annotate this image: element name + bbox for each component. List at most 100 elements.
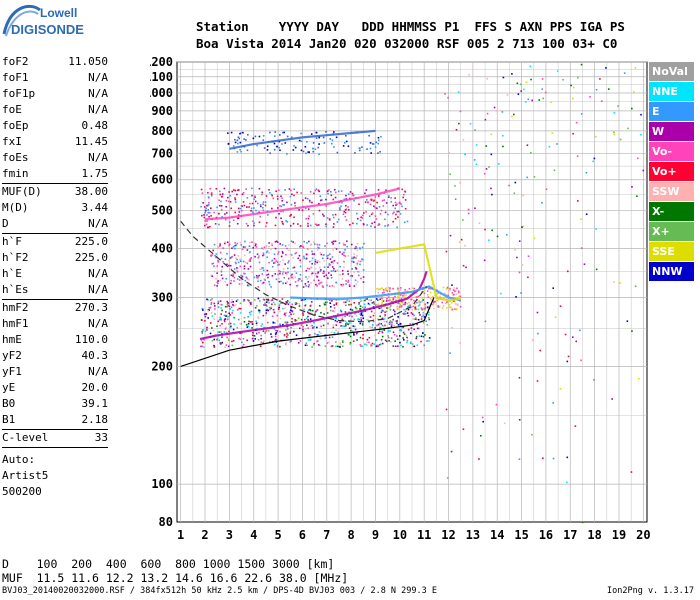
echo-point <box>367 201 369 204</box>
echo-point <box>283 313 286 316</box>
echo-point <box>220 269 223 271</box>
echo-point <box>288 315 291 317</box>
echo-point <box>319 282 321 284</box>
echo-point <box>223 242 226 245</box>
echo-point <box>479 434 482 437</box>
echo-point <box>428 337 431 339</box>
echo-point <box>209 322 212 324</box>
echo-point <box>428 311 430 314</box>
echo-point <box>259 345 262 348</box>
echo-point <box>372 143 375 145</box>
echo-point <box>467 212 470 215</box>
echo-point <box>285 253 287 256</box>
echo-point <box>400 344 402 347</box>
muf-distance-row: D 100 200 400 600 800 1000 1500 3000 [km… <box>2 557 335 571</box>
y-tick-label: 700 <box>151 147 173 161</box>
echo-point <box>342 284 345 287</box>
echo-point <box>351 315 353 318</box>
param-row: h`F2 225.0 <box>2 250 108 266</box>
echo-point <box>341 325 344 327</box>
echo-point <box>358 318 360 321</box>
echo-point <box>323 260 326 262</box>
echo-point <box>416 301 418 304</box>
echo-point <box>626 320 629 322</box>
echo-point <box>276 314 279 317</box>
echo-point <box>550 101 553 104</box>
echo-point <box>262 342 264 344</box>
echo-point <box>347 273 350 275</box>
echo-point <box>613 133 616 136</box>
legend-item: SSE <box>649 242 694 261</box>
echo-point <box>387 336 390 339</box>
echo-point <box>293 145 295 147</box>
echo-point <box>394 340 396 342</box>
echo-point <box>401 188 404 191</box>
echo-point <box>274 303 276 306</box>
echo-point <box>370 213 373 216</box>
echo-point <box>300 149 303 152</box>
param-value: N/A <box>88 151 108 164</box>
echo-point <box>286 273 288 276</box>
echo-point <box>294 303 297 306</box>
echo-point <box>265 312 268 314</box>
echo-point <box>304 145 307 148</box>
echo-point <box>350 243 353 246</box>
logo-bottom-text: DIGISONDE <box>11 22 84 37</box>
echo-point <box>316 243 319 246</box>
echo-point <box>236 139 239 142</box>
echo-point <box>381 287 383 289</box>
echo-point <box>448 152 451 154</box>
echo-point <box>270 336 273 338</box>
echo-point <box>345 140 348 143</box>
echo-point <box>282 252 284 254</box>
echo-point <box>378 322 381 325</box>
echo-point <box>457 291 460 294</box>
param-name: yF1 <box>2 365 22 378</box>
echo-point <box>402 345 404 348</box>
echo-point <box>286 280 289 283</box>
echo-point <box>331 139 334 142</box>
echo-point <box>260 325 263 327</box>
echo-point <box>262 209 265 212</box>
echo-point <box>328 336 331 339</box>
echo-point <box>330 261 333 264</box>
echo-point <box>289 311 291 314</box>
echo-point <box>275 339 278 342</box>
echo-point <box>249 251 251 253</box>
echo-point <box>388 288 391 291</box>
echo-point <box>383 320 386 323</box>
param-name: yE <box>2 381 16 394</box>
echo-point <box>260 337 262 340</box>
echo-point <box>333 216 335 219</box>
echo-point <box>219 300 222 302</box>
echo-point <box>308 268 311 270</box>
echo-point <box>278 280 281 283</box>
echo-point <box>286 135 289 138</box>
echo-point <box>303 255 305 258</box>
echo-point <box>445 250 448 253</box>
echo-point <box>276 145 278 148</box>
echo-point <box>359 247 361 249</box>
echo-point <box>282 307 284 310</box>
param-name: B0 <box>2 397 16 410</box>
echo-point <box>381 331 384 334</box>
echo-point <box>231 298 233 301</box>
echo-point <box>218 199 221 202</box>
x-tick-label: 13 <box>466 528 480 542</box>
echo-point <box>243 320 246 323</box>
echo-point <box>452 300 455 303</box>
echo-point <box>366 224 369 226</box>
echo-point <box>364 298 367 300</box>
echo-point <box>385 340 388 343</box>
echo-point <box>344 320 347 323</box>
echo-point <box>265 298 268 301</box>
echo-point <box>349 322 351 324</box>
echo-point <box>258 274 260 277</box>
echo-point <box>478 458 480 460</box>
echo-point <box>468 73 470 76</box>
echo-point <box>318 305 321 307</box>
echo-point <box>526 176 528 179</box>
echo-point <box>432 303 435 306</box>
echo-point <box>221 336 223 338</box>
echo-point <box>411 329 413 332</box>
